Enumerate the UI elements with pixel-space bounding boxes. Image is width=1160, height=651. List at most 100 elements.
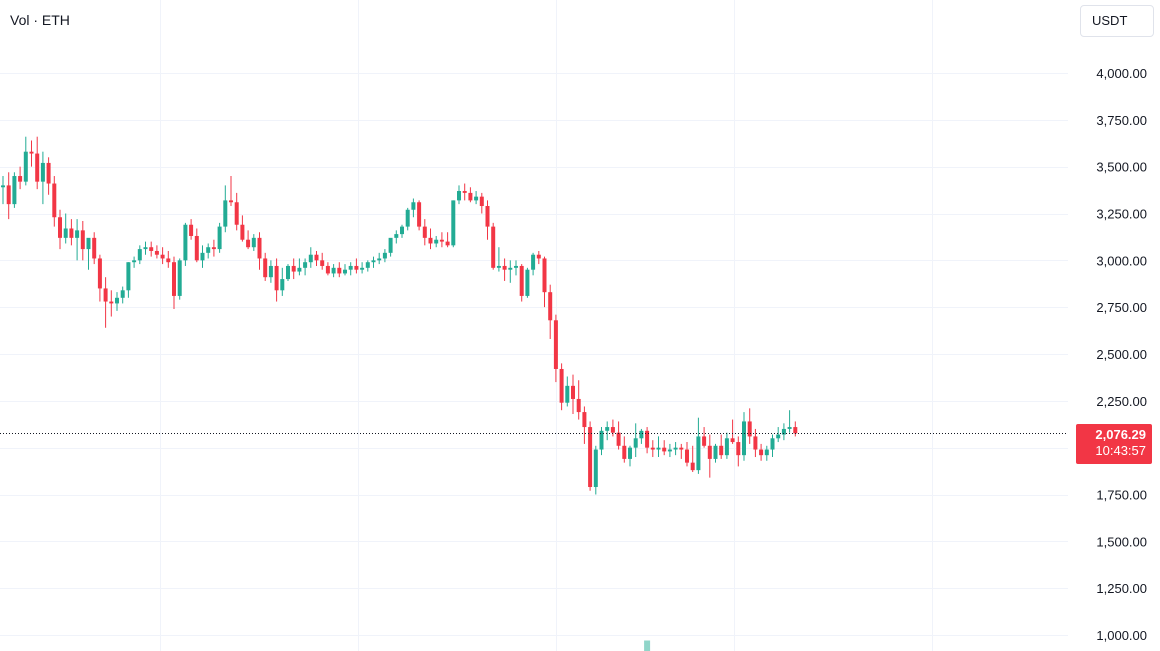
candle[interactable] <box>622 436 627 463</box>
candle[interactable] <box>759 443 764 461</box>
candle[interactable] <box>445 232 450 248</box>
candle[interactable] <box>154 245 159 259</box>
candle[interactable] <box>519 264 524 302</box>
candle[interactable] <box>177 258 182 300</box>
candle[interactable] <box>75 219 80 261</box>
candle[interactable] <box>246 230 251 250</box>
candle[interactable] <box>422 219 427 246</box>
candle[interactable] <box>400 224 404 238</box>
candle[interactable] <box>325 262 330 276</box>
candle[interactable] <box>52 176 57 227</box>
candle[interactable] <box>388 237 393 257</box>
candle[interactable] <box>457 185 461 205</box>
candle[interactable] <box>776 427 781 443</box>
candle[interactable] <box>103 277 108 328</box>
candle[interactable] <box>6 172 11 220</box>
candle[interactable] <box>223 185 228 233</box>
candle[interactable] <box>719 434 724 459</box>
candle[interactable] <box>479 192 484 214</box>
candle[interactable] <box>485 200 490 240</box>
candle[interactable] <box>588 421 593 491</box>
candle[interactable] <box>673 442 678 456</box>
candle[interactable] <box>736 436 741 467</box>
candle[interactable] <box>702 427 707 448</box>
candle[interactable] <box>542 256 547 308</box>
candle[interactable] <box>377 252 382 265</box>
candle[interactable] <box>149 241 154 257</box>
candle[interactable] <box>240 215 245 242</box>
candle[interactable] <box>730 419 735 444</box>
candle[interactable] <box>742 412 746 461</box>
candle[interactable] <box>565 376 570 407</box>
candle[interactable] <box>120 286 125 304</box>
candle[interactable] <box>382 249 387 263</box>
candle[interactable] <box>200 245 205 268</box>
candle[interactable] <box>628 445 632 467</box>
candle[interactable] <box>434 235 439 248</box>
candle[interactable] <box>257 232 262 270</box>
candle[interactable] <box>109 290 114 317</box>
candle[interactable] <box>280 267 285 296</box>
candle[interactable] <box>707 434 712 478</box>
candle[interactable] <box>685 442 689 467</box>
price-axis[interactable]: 4,000.00 3,750.00 3,500.00 3,250.00 3,000.00… <box>1096 66 1147 643</box>
candle[interactable] <box>217 222 222 253</box>
candle[interactable] <box>599 427 604 456</box>
candle[interactable] <box>86 237 91 270</box>
candle[interactable] <box>18 166 23 190</box>
candle[interactable] <box>525 267 530 298</box>
candle[interactable] <box>491 222 496 270</box>
candle[interactable] <box>496 247 501 272</box>
candle[interactable] <box>12 172 17 208</box>
candle[interactable] <box>770 434 775 458</box>
candle[interactable] <box>462 183 467 201</box>
candle[interactable] <box>753 428 758 458</box>
candle[interactable] <box>58 209 62 250</box>
candle[interactable] <box>360 262 365 274</box>
candle[interactable] <box>650 440 655 458</box>
candle[interactable] <box>553 314 558 383</box>
candle[interactable] <box>1 176 5 205</box>
candle[interactable] <box>268 260 273 283</box>
candle[interactable] <box>314 250 319 266</box>
candle[interactable] <box>571 374 575 414</box>
candle[interactable] <box>337 262 342 278</box>
candle[interactable] <box>639 428 644 444</box>
candle[interactable] <box>274 258 279 302</box>
candle[interactable] <box>137 245 142 265</box>
candle[interactable] <box>474 191 479 205</box>
candle[interactable] <box>662 440 667 456</box>
candle[interactable] <box>531 252 536 276</box>
candle[interactable] <box>781 423 786 441</box>
candle[interactable] <box>536 250 541 265</box>
candle[interactable] <box>696 417 701 474</box>
candle[interactable] <box>263 252 268 281</box>
candle[interactable] <box>172 256 176 310</box>
candle[interactable] <box>251 234 256 251</box>
candle[interactable] <box>234 192 239 231</box>
candle[interactable] <box>69 219 74 246</box>
candle[interactable] <box>508 260 513 283</box>
candle[interactable] <box>303 258 308 276</box>
candle[interactable] <box>194 228 199 263</box>
candle[interactable] <box>80 220 85 261</box>
candle[interactable] <box>132 256 137 268</box>
candle[interactable] <box>514 260 518 276</box>
candle[interactable] <box>160 247 165 265</box>
candle[interactable] <box>343 264 347 276</box>
candle[interactable] <box>645 427 650 454</box>
candle[interactable] <box>468 187 473 203</box>
currency-button[interactable]: USDT <box>1080 5 1154 37</box>
candle[interactable] <box>229 176 233 207</box>
candle[interactable] <box>724 432 729 459</box>
candle[interactable] <box>46 157 51 195</box>
candle[interactable] <box>291 258 296 280</box>
candle[interactable] <box>439 232 444 248</box>
candle[interactable] <box>115 292 119 311</box>
candle[interactable] <box>713 443 718 463</box>
candle[interactable] <box>605 421 610 441</box>
candle[interactable] <box>40 151 45 205</box>
candle[interactable] <box>23 136 28 186</box>
candle[interactable] <box>679 443 684 459</box>
